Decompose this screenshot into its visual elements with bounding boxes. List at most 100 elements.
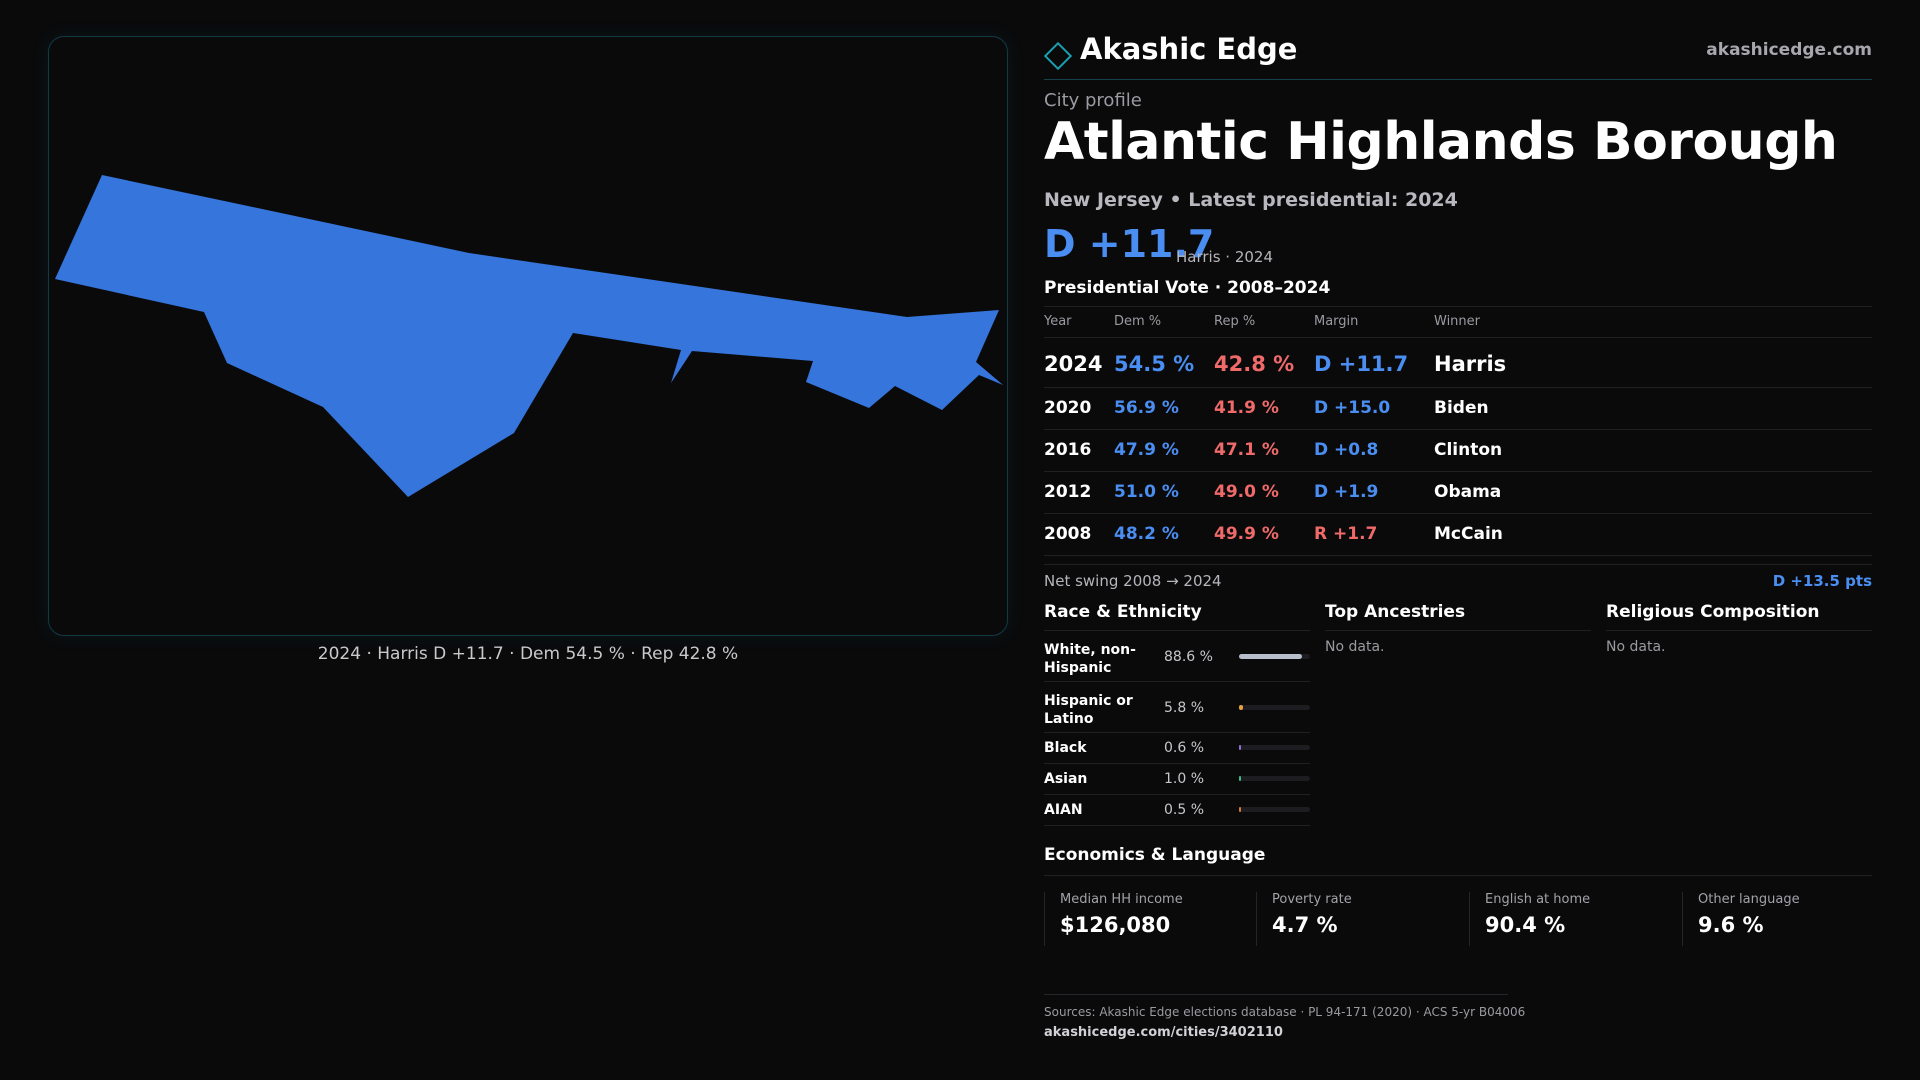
- race-row: Asian 1.0 %: [1044, 764, 1310, 795]
- cell-year: 2012: [1044, 482, 1092, 502]
- cell-margin: R +1.7: [1314, 524, 1378, 544]
- religious-composition-section: Religious Composition No data.: [1606, 600, 1872, 655]
- table-row: 2008 48.2 % 49.9 % R +1.7 McCain: [1044, 514, 1872, 556]
- race-value: 5.8 %: [1164, 700, 1205, 716]
- page-url-link[interactable]: akashicedge.com/cities/3402110: [1044, 1025, 1283, 1040]
- top-ancestries-section: Top Ancestries No data.: [1325, 600, 1591, 655]
- map-caption: 2024 · Harris D +11.7 · Dem 54.5 % · Rep…: [317, 644, 739, 664]
- table-row: 2020 56.9 % 41.9 % D +15.0 Biden: [1044, 388, 1872, 430]
- column-header-rep: Rep %: [1214, 314, 1256, 329]
- stat-label: Other language: [1698, 892, 1800, 907]
- cell-winner: McCain: [1434, 524, 1503, 544]
- cell-rep-pct: 42.8 %: [1214, 352, 1295, 376]
- race-bar-fill: [1239, 807, 1241, 812]
- site-header: Akashic Edge akashicedge.com: [1043, 30, 1872, 80]
- column-header-dem: Dem %: [1114, 314, 1162, 329]
- column-header-winner: Winner: [1434, 314, 1481, 329]
- race-value: 0.6 %: [1164, 740, 1205, 756]
- race-bar-track: [1239, 654, 1310, 659]
- stat-median-income: Median HH income $126,080: [1044, 892, 1256, 946]
- stat-english-at-home: English at home 90.4 %: [1469, 892, 1681, 946]
- stat-label: Median HH income: [1060, 892, 1183, 907]
- footer-divider: [1044, 994, 1508, 995]
- cell-rep-pct: 47.1 %: [1214, 440, 1279, 460]
- race-value: 0.5 %: [1164, 802, 1205, 818]
- stat-label: English at home: [1485, 892, 1591, 907]
- page-kicker: City profile: [1044, 90, 1142, 111]
- headline-note: Harris · 2024: [1176, 248, 1274, 266]
- race-label: Black: [1044, 740, 1087, 756]
- headline-margin: D +11.7: [1044, 222, 1215, 266]
- net-swing-label: Net swing 2008 → 2024: [1044, 572, 1222, 590]
- stat-poverty-rate: Poverty rate 4.7 %: [1256, 892, 1468, 946]
- municipal-boundary-polygon: [55, 175, 1003, 497]
- race-bar-fill: [1239, 776, 1241, 781]
- site-link[interactable]: akashicedge.com: [1706, 40, 1872, 60]
- cell-winner: Obama: [1434, 482, 1502, 502]
- race-bar-fill: [1239, 745, 1241, 750]
- race-label: AIAN: [1044, 802, 1083, 818]
- cell-year: 2020: [1044, 398, 1092, 418]
- stat-value: $126,080: [1060, 913, 1171, 937]
- no-data-message: No data.: [1325, 639, 1385, 655]
- race-value: 88.6 %: [1164, 649, 1213, 665]
- cell-year: 2008: [1044, 524, 1092, 544]
- table-header-row: Year Dem % Rep % Margin Winner: [1044, 306, 1872, 338]
- cell-winner: Clinton: [1434, 440, 1503, 460]
- race-row: Hispanic or Latino 5.8 %: [1044, 682, 1310, 733]
- section-divider: [1044, 564, 1872, 565]
- race-label: Asian: [1044, 771, 1088, 787]
- stat-value: 4.7 %: [1272, 913, 1338, 937]
- race-label: White, non-Hispanic: [1044, 642, 1136, 676]
- race-ethnicity-section: Race & Ethnicity White, non-Hispanic 88.…: [1044, 600, 1310, 826]
- page-subtitle: New Jersey • Latest presidential: 2024: [1044, 189, 1458, 211]
- race-row: White, non-Hispanic 88.6 %: [1044, 631, 1310, 682]
- race-row: Black 0.6 %: [1044, 733, 1310, 764]
- stat-value: 90.4 %: [1485, 913, 1566, 937]
- brand-name[interactable]: Akashic Edge: [1080, 32, 1298, 66]
- race-row: AIAN 0.5 %: [1044, 795, 1310, 826]
- race-label: Hispanic or Latino: [1044, 693, 1133, 727]
- race-bar-fill: [1239, 654, 1302, 659]
- boundary-shape: [55, 175, 1003, 497]
- stat-value: 9.6 %: [1698, 913, 1764, 937]
- sources-note: Sources: Akashic Edge elections database…: [1044, 1005, 1526, 1019]
- cell-rep-pct: 49.9 %: [1214, 524, 1279, 544]
- cell-winner: Harris: [1434, 352, 1507, 376]
- cell-rep-pct: 49.0 %: [1214, 482, 1279, 502]
- economics-stats: Median HH income $126,080 Poverty rate 4…: [1044, 892, 1872, 946]
- table-row: 2012 51.0 % 49.0 % D +1.9 Obama: [1044, 472, 1872, 514]
- table-row: 2024 54.5 % 42.8 % D +11.7 Harris: [1044, 338, 1872, 388]
- cell-dem-pct: 51.0 %: [1114, 482, 1179, 502]
- cell-dem-pct: 56.9 %: [1114, 398, 1179, 418]
- column-header-margin: Margin: [1314, 314, 1359, 329]
- cell-rep-pct: 41.9 %: [1214, 398, 1279, 418]
- cell-margin: D +11.7: [1314, 352, 1409, 376]
- race-bar-track: [1239, 807, 1310, 812]
- race-bar-fill: [1239, 705, 1243, 710]
- stat-other-language: Other language 9.6 %: [1682, 892, 1894, 946]
- boundary-map: [48, 36, 1008, 636]
- race-value: 1.0 %: [1164, 771, 1205, 787]
- cell-margin: D +0.8: [1314, 440, 1379, 460]
- diamond-logo-icon[interactable]: [1043, 41, 1073, 71]
- page-title: Atlantic Highlands Borough: [1044, 112, 1838, 172]
- economics-language-title: Economics & Language: [1044, 845, 1266, 865]
- cell-dem-pct: 54.5 %: [1114, 352, 1195, 376]
- cell-dem-pct: 47.9 %: [1114, 440, 1179, 460]
- cell-winner: Biden: [1434, 398, 1489, 418]
- top-ancestries-title: Top Ancestries: [1325, 600, 1591, 631]
- cell-year: 2016: [1044, 440, 1092, 460]
- column-header-year: Year: [1044, 314, 1072, 329]
- cell-margin: D +1.9: [1314, 482, 1379, 502]
- race-ethnicity-title: Race & Ethnicity: [1044, 600, 1310, 631]
- race-bar-track: [1239, 745, 1310, 750]
- no-data-message: No data.: [1606, 639, 1666, 655]
- race-bar-track: [1239, 776, 1310, 781]
- race-bar-track: [1239, 705, 1310, 710]
- cell-year: 2024: [1044, 352, 1103, 376]
- net-swing-value: D +13.5 pts: [1772, 572, 1872, 590]
- religious-composition-title: Religious Composition: [1606, 600, 1872, 631]
- cell-dem-pct: 48.2 %: [1114, 524, 1179, 544]
- cell-margin: D +15.0: [1314, 398, 1391, 418]
